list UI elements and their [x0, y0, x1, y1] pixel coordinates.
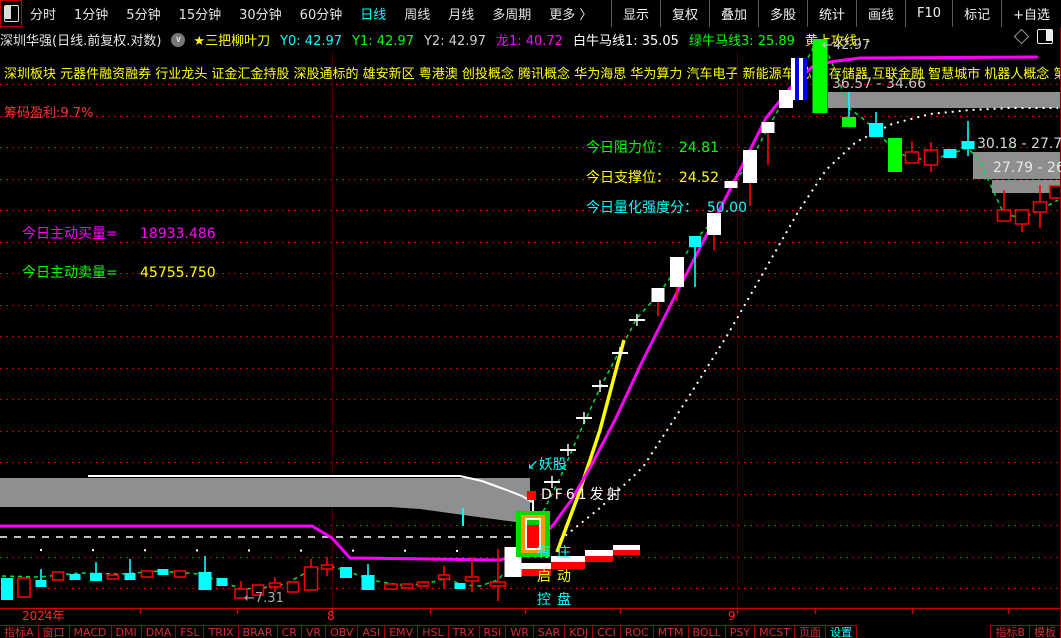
period-tabs: 分时 1分钟 5分钟 15分钟 30分钟 60分钟 日线 周线 月线 多周期 更多 〉	[30, 4, 610, 23]
info-segment: Y1: 42.97	[352, 34, 414, 49]
period-tab-周线[interactable]: 周线	[404, 8, 431, 23]
bottom-bar-item-模板[interactable]: 模板	[1029, 625, 1061, 638]
bottom-bar-item-指标A[interactable]: 指标A	[0, 625, 39, 638]
bottom-bar-item-DMA[interactable]: DMA	[140, 625, 177, 638]
toolbar-button-复权[interactable]: 复权	[659, 0, 709, 27]
period-toolbar: 分时 1分钟 5分钟 15分钟 30分钟 60分钟 日线 周线 月线 多周期 更多 〉 显示 复权 叠加…	[0, 0, 1061, 27]
bottom-bar-item-KDJ[interactable]: KDJ	[564, 625, 594, 638]
cost-dotted-curve	[559, 107, 1058, 541]
bottom-bar-item-ROC[interactable]: ROC	[619, 625, 654, 638]
bottom-bar-item-指标B[interactable]: 指标B	[990, 625, 1030, 638]
bottom-bar-item-VR[interactable]: VR	[300, 625, 327, 638]
toolbar-right-buttons: 显示 复权 叠加 多股 统计 画线 F10 标记 +自选	[610, 0, 1061, 27]
bottom-bar-item-页面[interactable]: 页面	[794, 625, 826, 638]
bottom-bar-item-PSY[interactable]: PSY	[724, 625, 756, 638]
info-segment: 绿牛马线3: 25.89	[688, 34, 795, 49]
bottom-bar-spacer	[857, 625, 991, 638]
toolbar-button-标记[interactable]: 标记	[952, 0, 1001, 27]
layout-split-icon[interactable]	[0, 0, 22, 27]
info-segment: Y0: 42.97	[280, 34, 343, 49]
band-top-edge	[88, 475, 533, 503]
toolbar-button-F10[interactable]: F10	[905, 0, 952, 27]
toolbar-button-叠加[interactable]: 叠加	[708, 0, 758, 27]
bottom-bar-item-ASI[interactable]: ASI	[357, 625, 386, 638]
bottom-bar-item-RSI[interactable]: RSI	[478, 625, 507, 638]
yellow-attack-line	[555, 339, 626, 553]
info-segment: ★三把柳叶刀	[193, 34, 271, 49]
bottom-bar-item-MCST[interactable]: MCST	[754, 625, 795, 638]
bottom-bar-item-SAR[interactable]: SAR	[532, 625, 566, 638]
info-segment: Y2: 42.97	[423, 34, 486, 49]
info-segment: 白牛马线1: 35.05	[572, 34, 679, 49]
collapse-chevron-icon[interactable]: ∨	[171, 32, 186, 47]
bottom-bar-item-MTM[interactable]: MTM	[652, 625, 689, 638]
period-tab-分时[interactable]: 分时	[30, 8, 57, 23]
period-tab-15分钟[interactable]: 15分钟	[178, 8, 222, 23]
toolbar-button-+自选[interactable]: +自选	[1001, 0, 1061, 27]
bottom-bar-item-FSL[interactable]: FSL	[175, 625, 205, 638]
period-tab-60分钟[interactable]: 60分钟	[299, 8, 343, 23]
diamond-icon[interactable]	[1013, 28, 1030, 45]
df61-signal-square	[527, 491, 536, 500]
toolbar-button-统计[interactable]: 统计	[807, 0, 856, 27]
bottom-bar-item-WR[interactable]: WR	[505, 625, 534, 638]
bottom-bar-item-BOLL[interactable]: BOLL	[687, 625, 726, 638]
toolbar-button-多股[interactable]: 多股	[758, 0, 807, 27]
period-tab-多周期[interactable]: 多周期	[492, 8, 532, 23]
period-tab-日线[interactable]: 日线	[360, 8, 387, 23]
bottom-bar-item-设置[interactable]: 设置	[825, 625, 857, 638]
bottom-bar-item-TRX[interactable]: TRX	[447, 625, 480, 638]
bottom-bar-item-CCI[interactable]: CCI	[592, 625, 621, 638]
toolbar-button-画线[interactable]: 画线	[856, 0, 905, 27]
info-segment: 龙1: 40.72	[495, 34, 563, 49]
indicator-bottom-bar: 指标A 窗口 MACD DMI DMA FSL TRIX BRAR CR VR OBV ASI EMV H…	[0, 625, 1061, 638]
left-sparse-dots	[39, 549, 506, 552]
panel-split-icon[interactable]	[1037, 29, 1053, 44]
stock-title: 深圳华强(日线.前复权.对数)	[0, 34, 162, 49]
bottom-bar-item-OBV[interactable]: OBV	[325, 625, 359, 638]
bottom-bar-item-MACD[interactable]: MACD	[68, 625, 112, 638]
bottom-bar-item-CR[interactable]: CR	[276, 625, 302, 638]
toolbar-button-显示[interactable]: 显示	[610, 0, 660, 27]
period-tab-更多 〉[interactable]: 更多 〉	[549, 8, 593, 23]
period-tab-30分钟[interactable]: 30分钟	[239, 8, 282, 23]
bottom-bar-item-EMV[interactable]: EMV	[384, 625, 419, 638]
bottom-bar-item-BRAR[interactable]: BRAR	[237, 625, 278, 638]
bottom-bar-item-窗口[interactable]: 窗口	[37, 625, 70, 638]
bottom-bar-item-DMI[interactable]: DMI	[110, 625, 142, 638]
period-tab-月线[interactable]: 月线	[448, 8, 475, 23]
period-tab-1分钟[interactable]: 1分钟	[74, 8, 109, 23]
period-tab-5分钟[interactable]: 5分钟	[126, 8, 161, 23]
bottom-bar-item-HSL[interactable]: HSL	[417, 625, 449, 638]
bottom-bar-item-TRIX[interactable]: TRIX	[203, 625, 239, 638]
